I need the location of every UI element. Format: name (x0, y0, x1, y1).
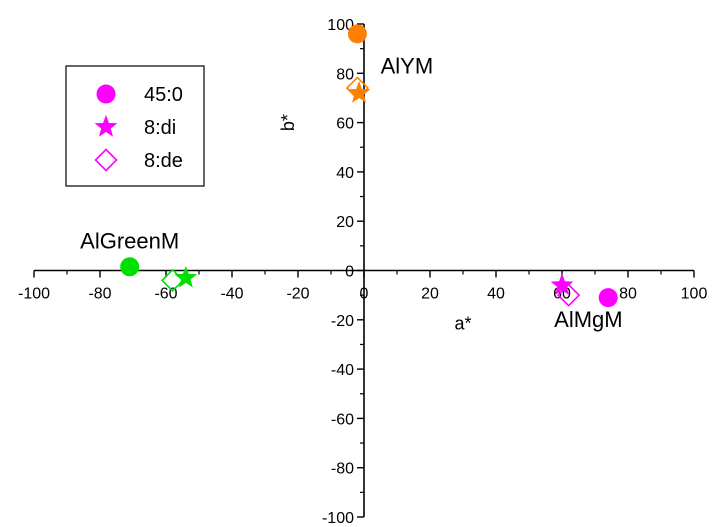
y-tick-label: 60 (336, 116, 354, 133)
legend-marker-circle (96, 84, 116, 104)
x-tick-label: 100 (681, 286, 708, 303)
legend-label: 8:de (144, 150, 183, 172)
x-tick-label: -100 (18, 286, 50, 303)
legend-label: 45:0 (144, 84, 183, 106)
annotation-label: AlMgM (554, 307, 622, 332)
y-tick-label: -100 (322, 510, 354, 527)
y-tick-label: -80 (331, 461, 354, 478)
point-star (174, 265, 198, 288)
y-tick-label: 0 (345, 264, 354, 281)
legend-box (65, 65, 205, 187)
x-tick-label: 80 (619, 286, 637, 303)
point-star (550, 273, 574, 295)
annotations: AlGreenM AlYM AlMgM (80, 53, 622, 332)
point-circle (598, 288, 618, 308)
x-tick-label: 40 (487, 286, 505, 303)
y-tick-label: 40 (336, 165, 354, 182)
axes: -100 -80 -60 -40 -20 0 20 40 60 80 100 -100 -80 -60 -4… (18, 17, 707, 527)
legend-marker-star (94, 115, 118, 137)
point-circle (120, 257, 140, 277)
x-tick-label: 20 (421, 286, 439, 303)
legend-marker-diamond (94, 148, 118, 172)
x-axis-title: a* (454, 314, 471, 334)
y-tick-label: 20 (336, 214, 354, 231)
x-tick-label: 0 (360, 286, 369, 303)
y-tick-label: -20 (331, 313, 354, 330)
annotation-label: AlYM (381, 53, 434, 78)
legend-label: 8:di (144, 117, 176, 139)
legend: 45:0 8:di 8:de (65, 65, 205, 187)
y-tick-label: 100 (327, 17, 354, 34)
point-circle (347, 24, 367, 44)
y-tick-label: 80 (336, 66, 354, 83)
point-star (347, 81, 371, 103)
annotation-label: AlGreenM (80, 228, 179, 253)
y-axis-title: b* (278, 114, 298, 131)
point-diamond (556, 283, 581, 307)
x-tick-label: -40 (220, 286, 243, 303)
y-tick-label: -40 (331, 362, 354, 379)
x-tick-label: -20 (286, 286, 309, 303)
y-tick-label: -60 (331, 411, 354, 428)
x-tick-label: -80 (88, 286, 111, 303)
data-points (120, 24, 618, 308)
x-tick-label: -60 (154, 286, 177, 303)
